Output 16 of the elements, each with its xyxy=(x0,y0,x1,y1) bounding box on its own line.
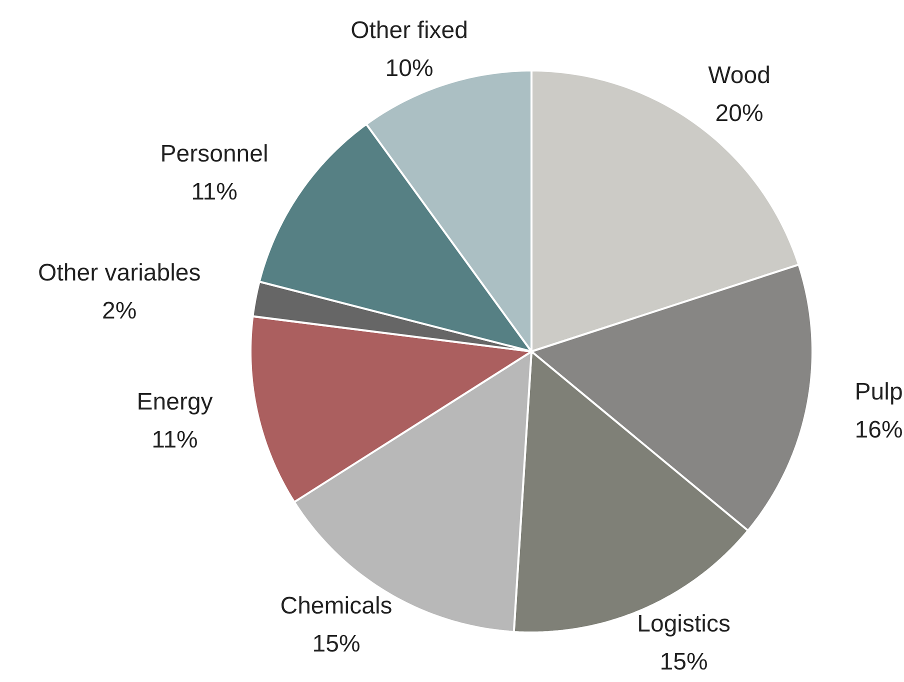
data-label: 16% xyxy=(854,416,903,444)
data-label: 15% xyxy=(312,630,360,658)
slice-label: Pulp xyxy=(854,378,903,406)
data-label: 2% xyxy=(102,298,137,324)
slice-label: Other variables xyxy=(38,260,201,286)
data-label: 20% xyxy=(715,100,764,128)
slice-label: Chemicals xyxy=(280,592,392,620)
slice-label: Wood xyxy=(708,62,770,90)
slice-label: Personnel xyxy=(160,140,268,168)
slice-label: Other fixed xyxy=(350,17,468,44)
slice-label: Energy xyxy=(136,388,213,416)
data-label: 15% xyxy=(660,648,708,676)
data-label: 10% xyxy=(385,55,434,82)
data-label: 11% xyxy=(191,178,238,206)
slice-label: Logistics xyxy=(637,610,731,638)
data-label: 11% xyxy=(152,426,198,454)
